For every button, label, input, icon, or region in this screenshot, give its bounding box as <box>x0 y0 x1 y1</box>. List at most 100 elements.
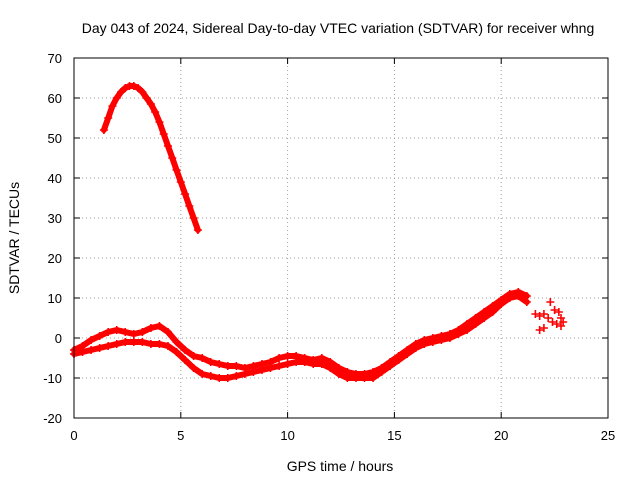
data-point <box>112 340 121 348</box>
data-point <box>121 338 130 346</box>
y-tick-label: 30 <box>48 211 62 226</box>
data-point <box>193 226 202 234</box>
x-tick-label: 15 <box>387 428 401 443</box>
data-point <box>309 360 318 368</box>
y-tick-label: 40 <box>48 171 62 186</box>
data-point <box>292 358 301 366</box>
x-tick-label: 0 <box>70 428 77 443</box>
data-point <box>437 336 446 344</box>
data-point <box>505 294 514 302</box>
data-point <box>257 366 266 374</box>
data-point <box>198 370 207 378</box>
data-point <box>300 358 309 366</box>
data-point <box>138 328 147 336</box>
data-point <box>138 338 147 346</box>
data-point <box>377 368 386 376</box>
data-point <box>159 130 168 138</box>
data-point <box>394 356 403 364</box>
data-point <box>539 324 548 332</box>
chart-title: Day 043 of 2024, Sidereal Day-to-day VTE… <box>82 20 595 36</box>
data-point <box>155 340 164 348</box>
data-point <box>181 190 190 198</box>
data-point <box>360 374 369 382</box>
data-point <box>535 312 544 320</box>
plot-frame <box>73 57 609 419</box>
data-point <box>463 326 472 334</box>
data-point <box>283 352 292 360</box>
data-point <box>232 372 241 380</box>
data-point <box>95 332 104 340</box>
data-point <box>176 178 185 186</box>
data-point <box>172 348 181 356</box>
data-point <box>454 330 463 338</box>
data-point <box>155 322 164 330</box>
data-point <box>550 306 559 314</box>
data-point <box>163 328 172 336</box>
y-tick-label: 50 <box>48 131 62 146</box>
data-point <box>121 328 130 336</box>
data-point <box>334 370 343 378</box>
y-axis-label: SDTVAR / TECUs <box>6 182 22 294</box>
data-point <box>95 344 104 352</box>
data-point <box>172 338 181 346</box>
series-late-scatter <box>531 298 568 334</box>
x-tick-label: 25 <box>601 428 615 443</box>
data-point <box>240 370 249 378</box>
y-tick-label: 0 <box>55 331 62 346</box>
data-point <box>172 166 181 174</box>
data-point <box>488 308 497 316</box>
data-point <box>112 94 121 102</box>
data-point <box>283 360 292 368</box>
data-point <box>539 310 548 318</box>
data-point <box>266 364 275 372</box>
data-point <box>497 300 506 308</box>
data-point <box>215 374 224 382</box>
data-point <box>121 84 130 92</box>
data-point <box>134 84 143 92</box>
data-point <box>146 340 155 348</box>
y-tick-label: 70 <box>48 51 62 66</box>
data-point <box>189 352 198 360</box>
y-tick-label: 10 <box>48 291 62 306</box>
data-point <box>181 356 190 364</box>
data-point <box>411 344 420 352</box>
data-point <box>445 334 454 342</box>
y-tick-label: -20 <box>43 411 62 426</box>
data-point <box>206 372 215 380</box>
x-axis-label: GPS time / hours <box>287 458 394 474</box>
series-main-lower <box>70 292 531 382</box>
data-point <box>112 326 121 334</box>
data-point <box>514 292 523 300</box>
data-point <box>189 214 198 222</box>
data-point <box>185 202 194 210</box>
data-point <box>87 336 96 344</box>
series-early-arc <box>99 82 202 234</box>
data-point <box>343 374 352 382</box>
data-point <box>104 342 113 350</box>
data-point <box>168 154 177 162</box>
data-point <box>275 354 284 362</box>
data-point <box>129 82 138 90</box>
data-point <box>129 330 138 338</box>
axis-ticks: 0 5 10 15 20 25 -20 -10 0 10 20 30 40 50 60 70 <box>43 51 615 443</box>
data-point <box>189 364 198 372</box>
data-point <box>559 318 568 326</box>
data-point <box>142 94 151 102</box>
data-point <box>151 108 160 116</box>
data-point <box>163 142 172 150</box>
data-point <box>403 350 412 358</box>
data-point <box>522 298 531 306</box>
data-point <box>326 364 335 372</box>
data-point <box>215 360 224 368</box>
data-point <box>163 342 172 350</box>
data-point <box>544 314 553 322</box>
data-point <box>138 88 147 96</box>
data-point <box>146 100 155 108</box>
data-points <box>70 82 568 382</box>
data-point <box>146 324 155 332</box>
data-point <box>104 328 113 336</box>
data-point <box>317 360 326 368</box>
data-point <box>351 374 360 382</box>
x-tick-label: 10 <box>280 428 294 443</box>
